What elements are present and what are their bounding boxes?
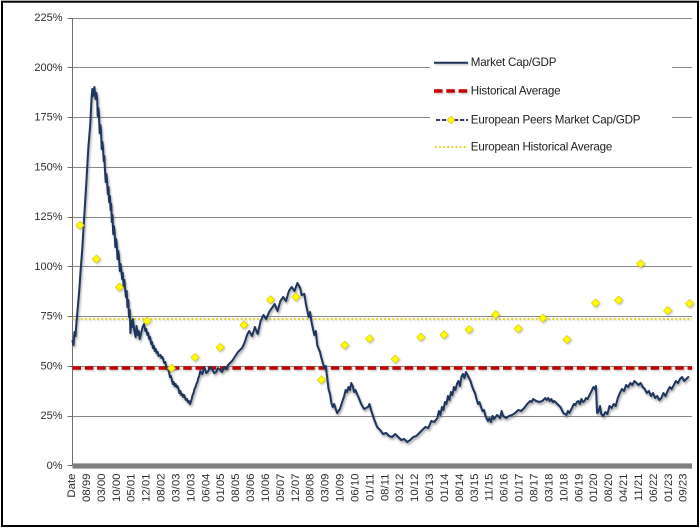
svg-text:75%: 75%	[40, 311, 62, 323]
svg-text:06/16: 06/16	[499, 474, 511, 503]
svg-text:06/13: 06/13	[424, 474, 436, 503]
svg-text:10/18: 10/18	[558, 474, 570, 503]
svg-text:10/09: 10/09	[335, 474, 347, 503]
svg-text:01/14: 01/14	[439, 474, 451, 503]
svg-text:European Historical Average: European Historical Average	[471, 141, 612, 154]
svg-text:01/23: 01/23	[663, 474, 675, 503]
svg-text:08/05: 08/05	[230, 474, 242, 503]
svg-text:04/21: 04/21	[618, 474, 630, 503]
svg-text:01/17: 01/17	[514, 474, 526, 503]
svg-text:225%: 225%	[34, 12, 62, 24]
svg-text:03/00: 03/00	[96, 474, 108, 503]
svg-text:10/00: 10/00	[111, 474, 123, 503]
svg-text:10/06: 10/06	[260, 474, 272, 503]
svg-text:01/11: 01/11	[364, 474, 376, 502]
svg-text:25%: 25%	[40, 410, 62, 422]
svg-text:09/23: 09/23	[678, 474, 690, 503]
svg-text:03/18: 03/18	[543, 474, 555, 503]
svg-text:European Peers Market Cap/GDP: European Peers Market Cap/GDP	[471, 114, 641, 127]
svg-text:125%: 125%	[34, 211, 62, 223]
svg-text:Market Cap/GDP: Market Cap/GDP	[471, 56, 557, 69]
svg-text:08/11: 08/11	[379, 474, 391, 502]
svg-text:08/17: 08/17	[529, 474, 541, 503]
svg-text:08/20: 08/20	[603, 474, 615, 503]
svg-text:06/10: 06/10	[350, 474, 362, 503]
svg-text:10/12: 10/12	[409, 474, 421, 503]
svg-text:100%: 100%	[34, 261, 62, 273]
svg-text:01/20: 01/20	[588, 474, 600, 503]
svg-text:01/05: 01/05	[215, 474, 227, 503]
svg-text:11/15: 11/15	[484, 474, 496, 502]
svg-text:08/02: 08/02	[156, 474, 168, 503]
svg-text:08/14: 08/14	[454, 474, 466, 503]
svg-text:06/04: 06/04	[200, 474, 212, 503]
svg-text:Date: Date	[66, 474, 78, 498]
svg-text:200%: 200%	[34, 62, 62, 74]
svg-text:05/07: 05/07	[275, 474, 287, 503]
svg-text:12/07: 12/07	[290, 474, 302, 503]
svg-text:03/06: 03/06	[245, 474, 257, 503]
svg-text:03/09: 03/09	[320, 474, 332, 503]
svg-text:08/99: 08/99	[81, 474, 93, 503]
svg-text:03/12: 03/12	[394, 474, 406, 503]
svg-text:50%: 50%	[40, 360, 62, 372]
svg-text:150%: 150%	[34, 161, 62, 173]
svg-text:175%: 175%	[34, 112, 62, 124]
svg-text:03/03: 03/03	[170, 474, 182, 503]
svg-text:10/03: 10/03	[185, 474, 197, 503]
svg-text:Historical Average: Historical Average	[471, 85, 561, 98]
svg-text:06/19: 06/19	[573, 474, 585, 503]
svg-text:08/08: 08/08	[305, 474, 317, 503]
svg-text:11/21: 11/21	[633, 474, 645, 502]
svg-text:05/01: 05/01	[126, 474, 138, 503]
svg-text:0%: 0%	[47, 460, 63, 472]
svg-text:03/15: 03/15	[469, 474, 481, 503]
svg-text:06/22: 06/22	[648, 474, 660, 503]
svg-text:12/01: 12/01	[141, 474, 153, 503]
